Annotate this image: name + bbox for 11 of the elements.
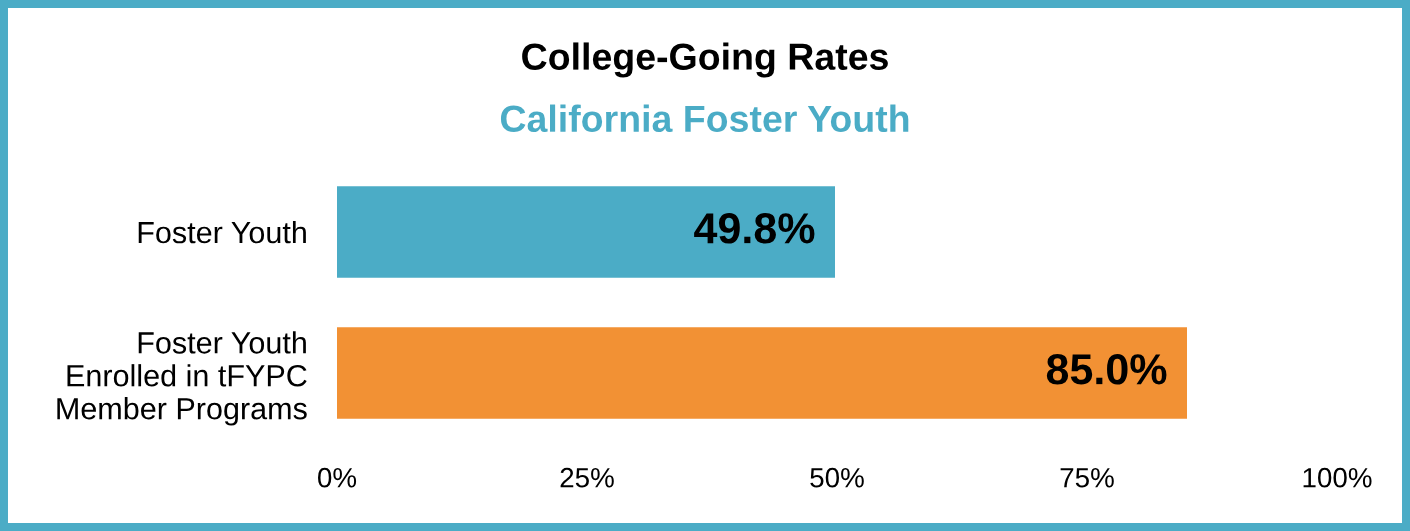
y-tick-label: Foster Youth Enrolled in tFYPC Member Programs: [57, 331, 307, 426]
chart-subtitle: California Foster Youth: [500, 104, 909, 133]
x-tick-label: 100%: [1303, 467, 1372, 488]
x-tick-label: 50%: [810, 467, 864, 488]
chart-title: College-Going Rates: [522, 42, 888, 78]
data-label: 85.0%: [1046, 354, 1167, 385]
y-tick-label: Foster Youth: [138, 220, 306, 244]
data-label: 49.8%: [694, 213, 815, 244]
x-tick-label: 25%: [560, 467, 614, 488]
x-tick-label: 0%: [318, 467, 357, 488]
x-tick-label: 75%: [1060, 467, 1114, 488]
